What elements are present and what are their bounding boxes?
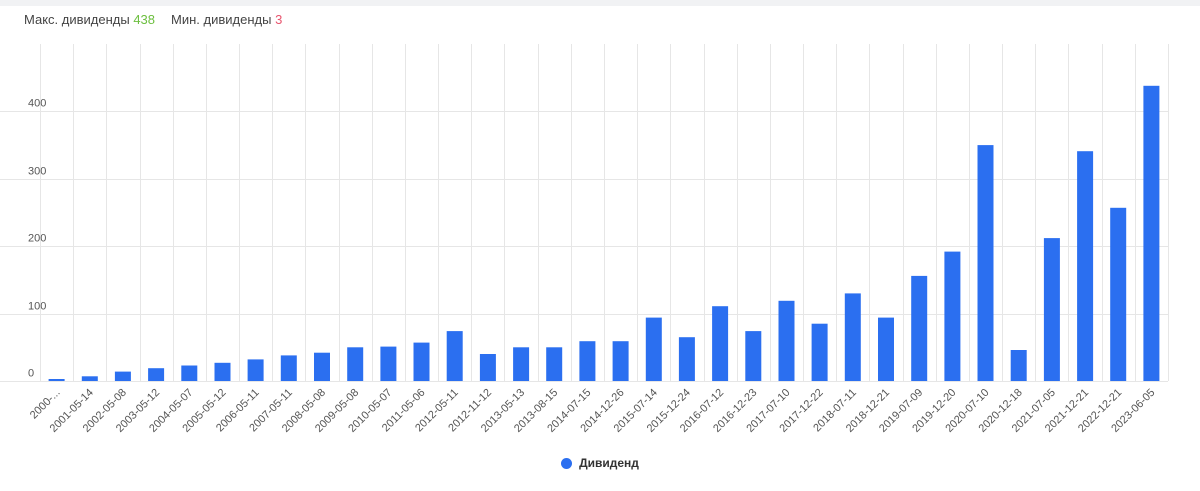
max-dividend-value: 438 xyxy=(133,12,156,27)
bar[interactable] xyxy=(513,347,530,381)
bar[interactable] xyxy=(48,379,65,381)
y-tick-label: 300 xyxy=(28,166,46,178)
bar[interactable] xyxy=(114,371,131,381)
bar[interactable] xyxy=(712,306,729,381)
bar[interactable] xyxy=(546,347,563,381)
bar[interactable] xyxy=(911,275,928,381)
y-tick-label: 200 xyxy=(28,233,46,245)
dividend-stats: Макс. дивиденды 438 Мин. дивиденды 3 xyxy=(24,12,282,27)
bar[interactable] xyxy=(314,352,330,381)
bar[interactable] xyxy=(844,293,861,381)
bar[interactable] xyxy=(1010,350,1027,381)
bar[interactable] xyxy=(778,300,795,381)
bar[interactable] xyxy=(579,341,596,381)
top-strip xyxy=(0,0,1200,6)
bar[interactable] xyxy=(380,346,397,381)
bar[interactable] xyxy=(148,368,165,381)
bar[interactable] xyxy=(745,331,762,381)
max-dividend-stat: Макс. дивиденды 438 xyxy=(24,12,155,27)
bar[interactable] xyxy=(181,365,198,382)
bar[interactable] xyxy=(944,251,961,381)
chart-legend[interactable]: Дивиденд xyxy=(0,456,1200,470)
y-tick-label: 400 xyxy=(28,98,46,110)
dividend-bar-chart: 01002003004002000-...2001-05-142002-05-0… xyxy=(0,44,1169,435)
bar[interactable] xyxy=(413,342,430,381)
bar[interactable] xyxy=(1110,207,1127,381)
y-tick-label: 100 xyxy=(28,301,46,313)
max-dividend-label: Макс. дивиденды xyxy=(24,12,130,27)
bar[interactable] xyxy=(612,341,629,381)
bar[interactable] xyxy=(878,317,894,381)
bar[interactable] xyxy=(347,347,364,381)
min-dividend-label: Мин. дивиденды xyxy=(171,12,272,27)
bar[interactable] xyxy=(1077,151,1094,381)
min-dividend-stat: Мин. дивиденды 3 xyxy=(171,12,282,27)
bar[interactable] xyxy=(280,355,297,381)
bar[interactable] xyxy=(977,145,994,381)
bar[interactable] xyxy=(645,317,662,381)
y-tick-label: 0 xyxy=(28,368,34,380)
legend-series-marker xyxy=(561,457,573,469)
bar[interactable] xyxy=(1143,85,1160,382)
bar[interactable] xyxy=(811,323,828,381)
bar[interactable] xyxy=(214,362,231,381)
bar[interactable] xyxy=(247,359,264,381)
bar[interactable] xyxy=(479,354,496,381)
bar[interactable] xyxy=(1043,238,1060,381)
min-dividend-value: 3 xyxy=(275,12,283,27)
bar[interactable] xyxy=(678,337,695,381)
bar[interactable] xyxy=(81,376,98,381)
legend-series-label: Дивиденд xyxy=(579,456,639,470)
bar[interactable] xyxy=(446,331,463,381)
